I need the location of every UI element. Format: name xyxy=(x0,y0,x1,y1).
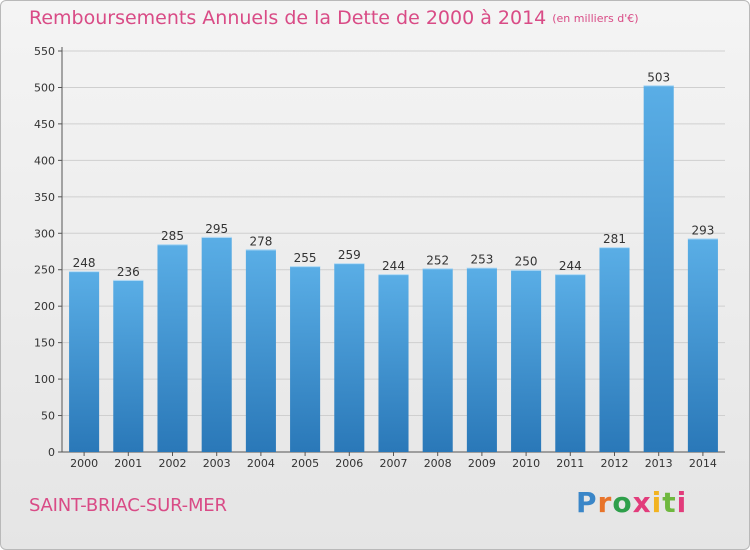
x-tick-label: 2014 xyxy=(689,457,717,470)
bar-2008 xyxy=(422,268,453,452)
data-label: 278 xyxy=(249,234,272,248)
bar-2006 xyxy=(334,263,365,452)
logo-letter: t xyxy=(662,486,677,519)
bar-2013 xyxy=(643,85,674,452)
bar-2012 xyxy=(599,247,630,452)
data-label: 252 xyxy=(426,253,449,267)
bar-2011 xyxy=(555,274,586,452)
logo-letter: o xyxy=(612,486,633,519)
bar-2000 xyxy=(69,271,100,452)
bars xyxy=(69,85,718,452)
bar-2009 xyxy=(466,267,497,452)
y-tick-label: 550 xyxy=(34,45,55,58)
y-tick-label: 250 xyxy=(34,264,55,277)
y-tick-label: 100 xyxy=(34,373,55,386)
labels: 248 236 285 295 278 255 259 244 252 253 250 244 281 5… xyxy=(73,70,715,279)
axes: 0 50 100 150 200 250 300 350 400 450 500 550 2000 200… xyxy=(34,45,725,470)
logo-letter: i xyxy=(676,486,688,519)
data-label: 503 xyxy=(647,70,670,84)
y-tick-label: 300 xyxy=(34,227,55,240)
bar-2005 xyxy=(290,266,321,452)
y-tick-label: 450 xyxy=(34,118,55,131)
x-tick-label: 2000 xyxy=(70,457,98,470)
y-tick-label: 200 xyxy=(34,300,55,313)
data-label: 250 xyxy=(515,255,538,269)
bar-2001 xyxy=(113,279,144,452)
x-tick-label: 2012 xyxy=(601,457,629,470)
bar-2003 xyxy=(201,236,232,452)
data-label: 236 xyxy=(117,265,140,279)
bar-2004 xyxy=(245,249,276,452)
data-label: 285 xyxy=(161,229,184,243)
x-tick-label: 2006 xyxy=(335,457,363,470)
logo-letter: i xyxy=(651,486,663,519)
y-tick-label: 150 xyxy=(34,337,55,350)
data-label: 255 xyxy=(294,251,317,265)
chart-title-text: Remboursements Annuels de la Dette de 20… xyxy=(29,7,547,29)
data-label: 248 xyxy=(73,256,96,270)
chart-unit: (en milliers d'€) xyxy=(552,12,639,25)
y-tick-label: 0 xyxy=(48,446,55,459)
data-label: 293 xyxy=(691,223,714,237)
data-label: 281 xyxy=(603,232,626,246)
x-tick-label: 2004 xyxy=(247,457,275,470)
x-tick-label: 2001 xyxy=(114,457,142,470)
logo-letter: x xyxy=(632,486,652,519)
data-label: 244 xyxy=(559,259,582,273)
x-tick-label: 2007 xyxy=(380,457,408,470)
y-tick-label: 400 xyxy=(34,154,55,167)
bar-2002 xyxy=(157,244,188,452)
x-tick-label: 2008 xyxy=(424,457,452,470)
data-label: 244 xyxy=(382,259,405,273)
x-tick-label: 2005 xyxy=(291,457,319,470)
bar-2010 xyxy=(511,269,542,452)
commune-name: SAINT-BRIAC-SUR-MER xyxy=(29,495,227,516)
data-label: 253 xyxy=(470,253,493,267)
x-tick-label: 2009 xyxy=(468,457,496,470)
bar-2007 xyxy=(378,274,409,452)
logo-letter: P xyxy=(576,486,598,519)
y-tick-label: 350 xyxy=(34,191,55,204)
y-tick-label: 50 xyxy=(41,410,55,423)
bar-2014 xyxy=(687,238,718,452)
x-tick-label: 2003 xyxy=(203,457,231,470)
proxiti-logo[interactable]: Proxiti xyxy=(576,486,687,519)
data-label: 295 xyxy=(205,222,228,236)
x-tick-label: 2002 xyxy=(159,457,187,470)
data-label: 259 xyxy=(338,248,361,262)
x-tick-label: 2010 xyxy=(512,457,540,470)
y-tick-label: 500 xyxy=(34,81,55,94)
logo-letter: r xyxy=(597,486,613,519)
x-tick-label: 2011 xyxy=(556,457,584,470)
x-tick-label: 2013 xyxy=(645,457,673,470)
chart-title: Remboursements Annuels de la Dette de 20… xyxy=(29,7,639,29)
